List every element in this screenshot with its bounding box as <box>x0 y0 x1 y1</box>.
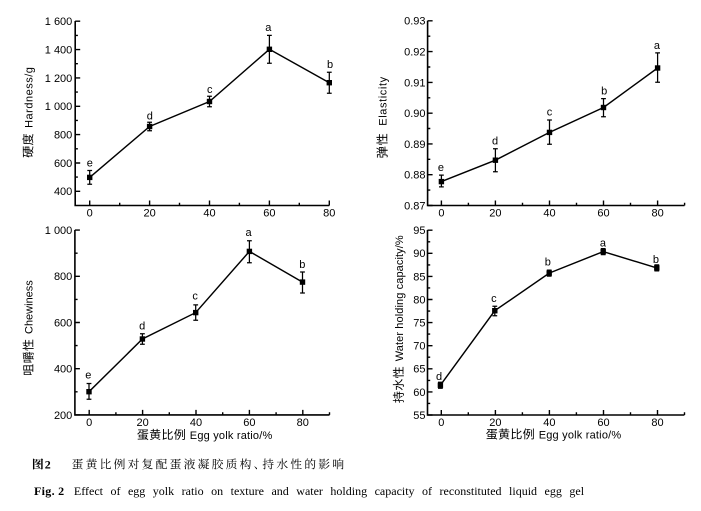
svg-text:80: 80 <box>413 294 425 306</box>
svg-text:d: d <box>492 136 498 148</box>
svg-text:40: 40 <box>543 417 555 429</box>
svg-text:0: 0 <box>86 417 92 429</box>
svg-text:20: 20 <box>143 208 155 220</box>
svg-text:e: e <box>85 370 91 382</box>
svg-text:400: 400 <box>54 364 72 376</box>
svg-text:d: d <box>436 371 442 383</box>
svg-text:e: e <box>438 162 444 174</box>
svg-text:1 200: 1 200 <box>45 73 73 85</box>
svg-text:60: 60 <box>243 417 255 429</box>
svg-text:b: b <box>545 257 551 269</box>
svg-text:40: 40 <box>203 208 215 220</box>
svg-text:0.91: 0.91 <box>404 77 425 89</box>
svg-text:800: 800 <box>54 271 72 283</box>
svg-text:a: a <box>265 22 272 34</box>
svg-text:80: 80 <box>297 417 309 429</box>
svg-text:Chewiness: Chewiness <box>24 280 36 334</box>
svg-text:Hardness/g: Hardness/g <box>23 67 35 128</box>
svg-text:Egg yolk ratio/%: Egg yolk ratio/% <box>190 430 273 442</box>
svg-text:600: 600 <box>54 158 72 170</box>
svg-text:20: 20 <box>136 417 148 429</box>
svg-text:b: b <box>601 86 607 98</box>
svg-text:b: b <box>299 259 305 271</box>
svg-text:Egg yolk ratio/%: Egg yolk ratio/% <box>539 430 622 442</box>
svg-text:2: 2 <box>45 457 51 471</box>
svg-text:0: 0 <box>87 208 93 220</box>
svg-text:d: d <box>147 110 153 122</box>
svg-text:b: b <box>653 254 659 266</box>
svg-text:1 600: 1 600 <box>45 16 73 28</box>
svg-text:0.88: 0.88 <box>404 170 425 182</box>
svg-text:0.87: 0.87 <box>404 200 425 212</box>
svg-text:b: b <box>327 59 333 71</box>
svg-text:40: 40 <box>190 417 202 429</box>
svg-text:60: 60 <box>263 208 275 220</box>
svg-text:85: 85 <box>413 271 425 283</box>
svg-text:200: 200 <box>54 410 72 422</box>
svg-text:0: 0 <box>438 417 444 429</box>
svg-text:c: c <box>207 84 213 96</box>
svg-text:0: 0 <box>438 208 444 220</box>
svg-text:80: 80 <box>323 208 335 220</box>
svg-text:60: 60 <box>413 387 425 399</box>
svg-text:1 400: 1 400 <box>45 45 73 57</box>
svg-text:80: 80 <box>651 417 663 429</box>
svg-text:Water holding capacity/%: Water holding capacity/% <box>394 235 406 361</box>
svg-text:20: 20 <box>489 417 501 429</box>
svg-text:0.92: 0.92 <box>404 47 425 59</box>
svg-text:20: 20 <box>489 208 501 220</box>
svg-text:0.93: 0.93 <box>404 16 425 28</box>
svg-text:75: 75 <box>413 318 425 330</box>
svg-text:1 000: 1 000 <box>45 101 73 113</box>
svg-text:0.90: 0.90 <box>404 108 425 120</box>
svg-text:d: d <box>139 321 145 333</box>
svg-text:55: 55 <box>413 410 425 422</box>
svg-text:600: 600 <box>54 317 72 329</box>
svg-text:65: 65 <box>413 364 425 376</box>
svg-text:a: a <box>600 238 607 250</box>
svg-text:80: 80 <box>651 208 663 220</box>
svg-text:a: a <box>245 227 252 239</box>
svg-text:60: 60 <box>597 417 609 429</box>
svg-text:c: c <box>547 107 553 119</box>
svg-text:Elasticity: Elasticity <box>378 76 390 125</box>
svg-text:90: 90 <box>413 248 425 260</box>
svg-text:c: c <box>192 290 198 302</box>
svg-text:Fig. 2: Fig. 2 <box>34 484 64 498</box>
svg-text:0.89: 0.89 <box>404 139 425 151</box>
svg-text:70: 70 <box>413 341 425 353</box>
svg-text:e: e <box>87 158 93 170</box>
svg-text:60: 60 <box>597 208 609 220</box>
svg-text:1 000: 1 000 <box>45 225 73 237</box>
svg-text:a: a <box>654 40 661 52</box>
svg-text:40: 40 <box>543 208 555 220</box>
svg-text:95: 95 <box>413 225 425 237</box>
svg-text:Effect of egg yolk ratio on te: Effect of egg yolk ratio on texture and … <box>74 484 585 498</box>
svg-text:800: 800 <box>54 130 72 142</box>
svg-text:c: c <box>491 293 497 305</box>
svg-text:400: 400 <box>54 186 72 198</box>
